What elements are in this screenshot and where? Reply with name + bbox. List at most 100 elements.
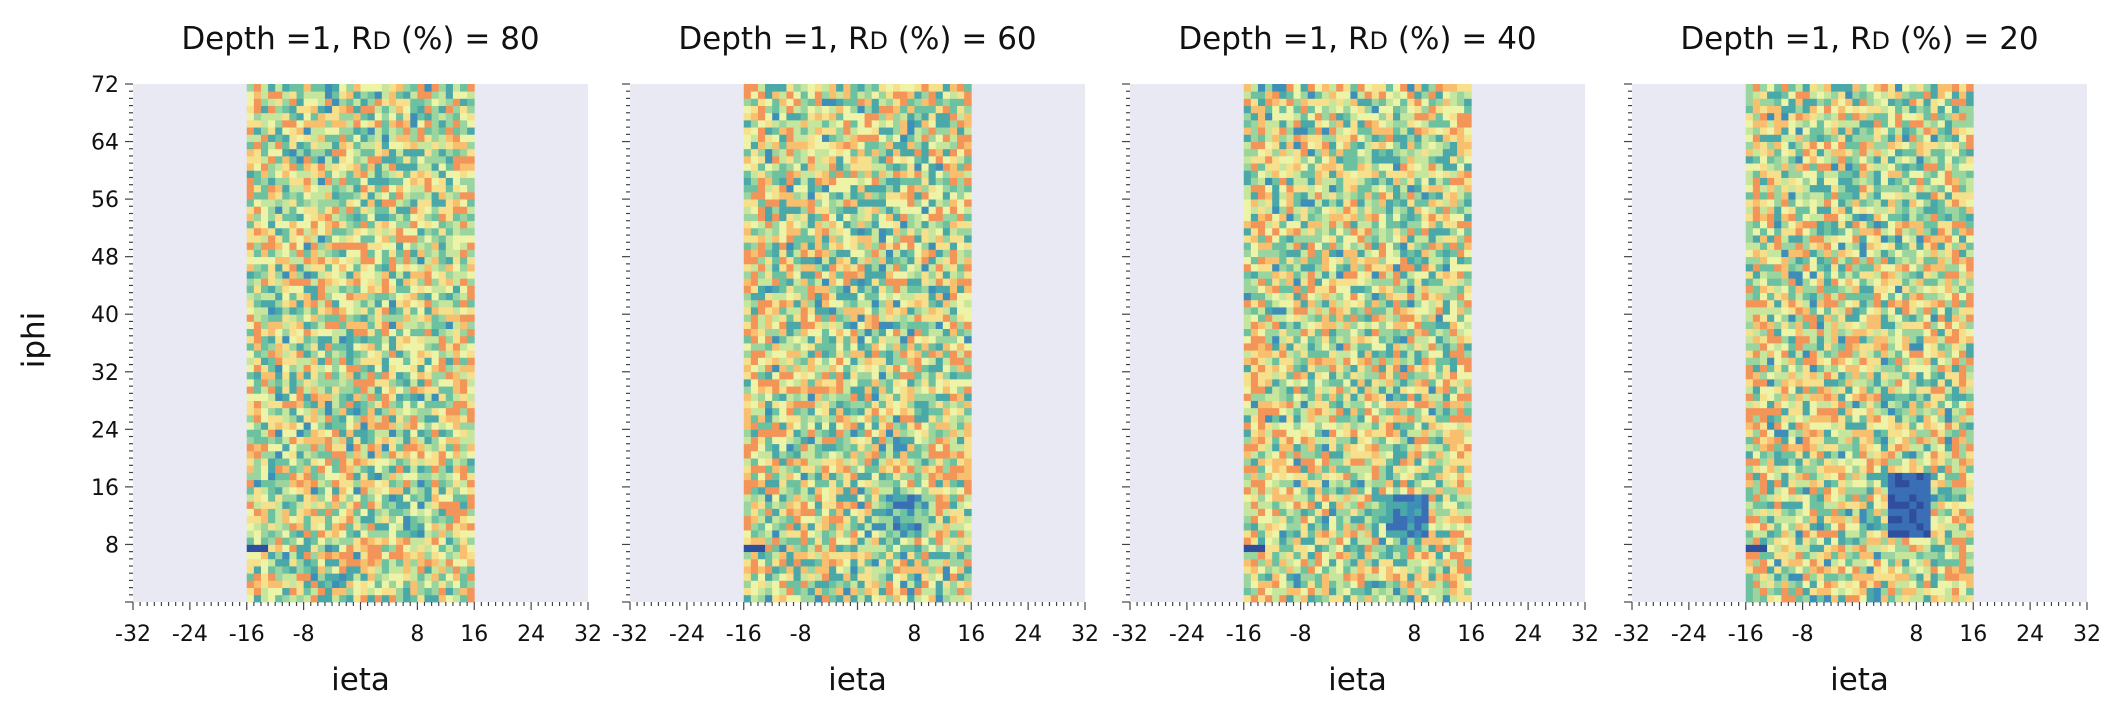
heatmap-cell: [452, 105, 461, 114]
heatmap-cell: [324, 299, 333, 308]
heatmap-cell: [779, 573, 787, 581]
heatmap-cell: [864, 170, 873, 178]
heatmap-cell: [374, 84, 383, 92]
heatmap-cell: [779, 486, 787, 495]
heatmap-cell: [807, 594, 816, 603]
heatmap-cell: [765, 357, 773, 365]
heatmap-cell: [885, 91, 894, 99]
heatmap-cell: [800, 544, 809, 553]
heatmap-cell: [814, 343, 823, 351]
heatmap-cell: [275, 127, 283, 135]
heatmap-cell: [367, 227, 376, 236]
heatmap-cell: [253, 119, 262, 128]
heatmap-cell: [339, 112, 347, 121]
heatmap-cell: [452, 148, 461, 157]
heatmap-cell: [396, 386, 404, 394]
heatmap-cell: [381, 184, 390, 193]
heatmap-cell: [942, 566, 951, 574]
heatmap-cell: [765, 429, 773, 437]
heatmap-cell: [467, 249, 475, 258]
heatmap-cell: [403, 465, 411, 473]
heatmap-cell: [417, 357, 425, 365]
heatmap-cell: [779, 335, 787, 344]
heatmap-cell: [339, 227, 347, 236]
heatmap-cell: [942, 350, 951, 358]
heatmap-cell: [403, 587, 411, 596]
heatmap-cell: [900, 148, 908, 157]
heatmap-cell: [289, 486, 297, 495]
heatmap-cell: [289, 479, 297, 488]
y-tick-label: 72: [91, 73, 119, 98]
heatmap-cell: [885, 163, 894, 171]
heatmap-cell: [317, 271, 326, 279]
heatmap-cell: [942, 486, 951, 495]
heatmap-cell: [396, 479, 404, 488]
heatmap-cell: [275, 206, 283, 214]
heatmap-cell: [460, 191, 468, 200]
heatmap-cell: [928, 371, 937, 380]
heatmap-cell: [907, 184, 915, 193]
heatmap-cell: [829, 105, 837, 114]
heatmap-cell: [765, 321, 773, 330]
heatmap-cell: [268, 285, 276, 294]
heatmap-cell: [885, 191, 894, 200]
heatmap-cell: [907, 343, 915, 351]
heatmap-cell: [303, 522, 312, 531]
heatmap-cell: [836, 307, 844, 315]
heatmap-cell: [871, 235, 880, 243]
heatmap-cell: [424, 544, 432, 553]
heatmap-cell: [750, 292, 759, 301]
heatmap-cell: [878, 242, 887, 250]
heatmap-cell: [268, 364, 276, 373]
heatmap-cell: [836, 170, 844, 178]
heatmap-cell: [836, 163, 844, 171]
heatmap-cell: [296, 378, 305, 387]
heatmap-cell: [296, 307, 305, 315]
heatmap-cell: [779, 134, 787, 142]
heatmap-cell: [885, 206, 894, 214]
heatmap-cell: [743, 486, 752, 495]
heatmap-cell: [253, 321, 262, 330]
heatmap-cell: [779, 580, 787, 589]
heatmap-cell: [360, 364, 369, 373]
heatmap-cell: [907, 263, 915, 272]
heatmap-cell: [807, 393, 816, 401]
heatmap-cell: [786, 163, 794, 171]
heatmap-cell: [317, 184, 326, 193]
heatmap-cell: [396, 414, 404, 423]
heatmap-cell: [253, 220, 262, 229]
heatmap-cell: [460, 343, 468, 351]
heatmap-cell: [253, 594, 262, 603]
heatmap-cell: [388, 486, 397, 495]
heatmap-cell: [396, 343, 404, 351]
heatmap-cell: [850, 443, 858, 452]
heatmap-cell: [779, 314, 787, 322]
heatmap-cell: [885, 386, 894, 394]
heatmap-cell: [750, 206, 759, 214]
heatmap-cell: [332, 105, 340, 114]
heatmap-cell: [907, 544, 915, 553]
heatmap-cell: [303, 350, 312, 358]
heatmap-cell: [332, 364, 340, 373]
heatmap-cell: [878, 414, 887, 423]
heatmap-cell: [914, 350, 922, 358]
heatmap-cell: [253, 163, 262, 171]
heatmap-cell: [452, 515, 461, 524]
heatmap-cell: [253, 335, 262, 344]
heatmap-cell: [260, 472, 269, 481]
heatmap-cell: [750, 486, 759, 495]
heatmap-cell: [900, 393, 908, 401]
heatmap-cell: [765, 551, 773, 560]
heatmap-cell: [268, 155, 276, 164]
heatmap-cell: [452, 292, 461, 301]
heatmap-cell: [467, 422, 475, 430]
heatmap-cell: [324, 386, 333, 394]
heatmap-cell: [928, 537, 937, 545]
heatmap-cell: [843, 292, 851, 301]
heatmap-cell: [793, 271, 802, 279]
heatmap-cell: [957, 566, 965, 574]
heatmap-cell: [346, 155, 354, 164]
heatmap-cell: [772, 450, 780, 459]
heatmap-cell: [303, 357, 312, 365]
heatmap-cell: [942, 242, 951, 250]
